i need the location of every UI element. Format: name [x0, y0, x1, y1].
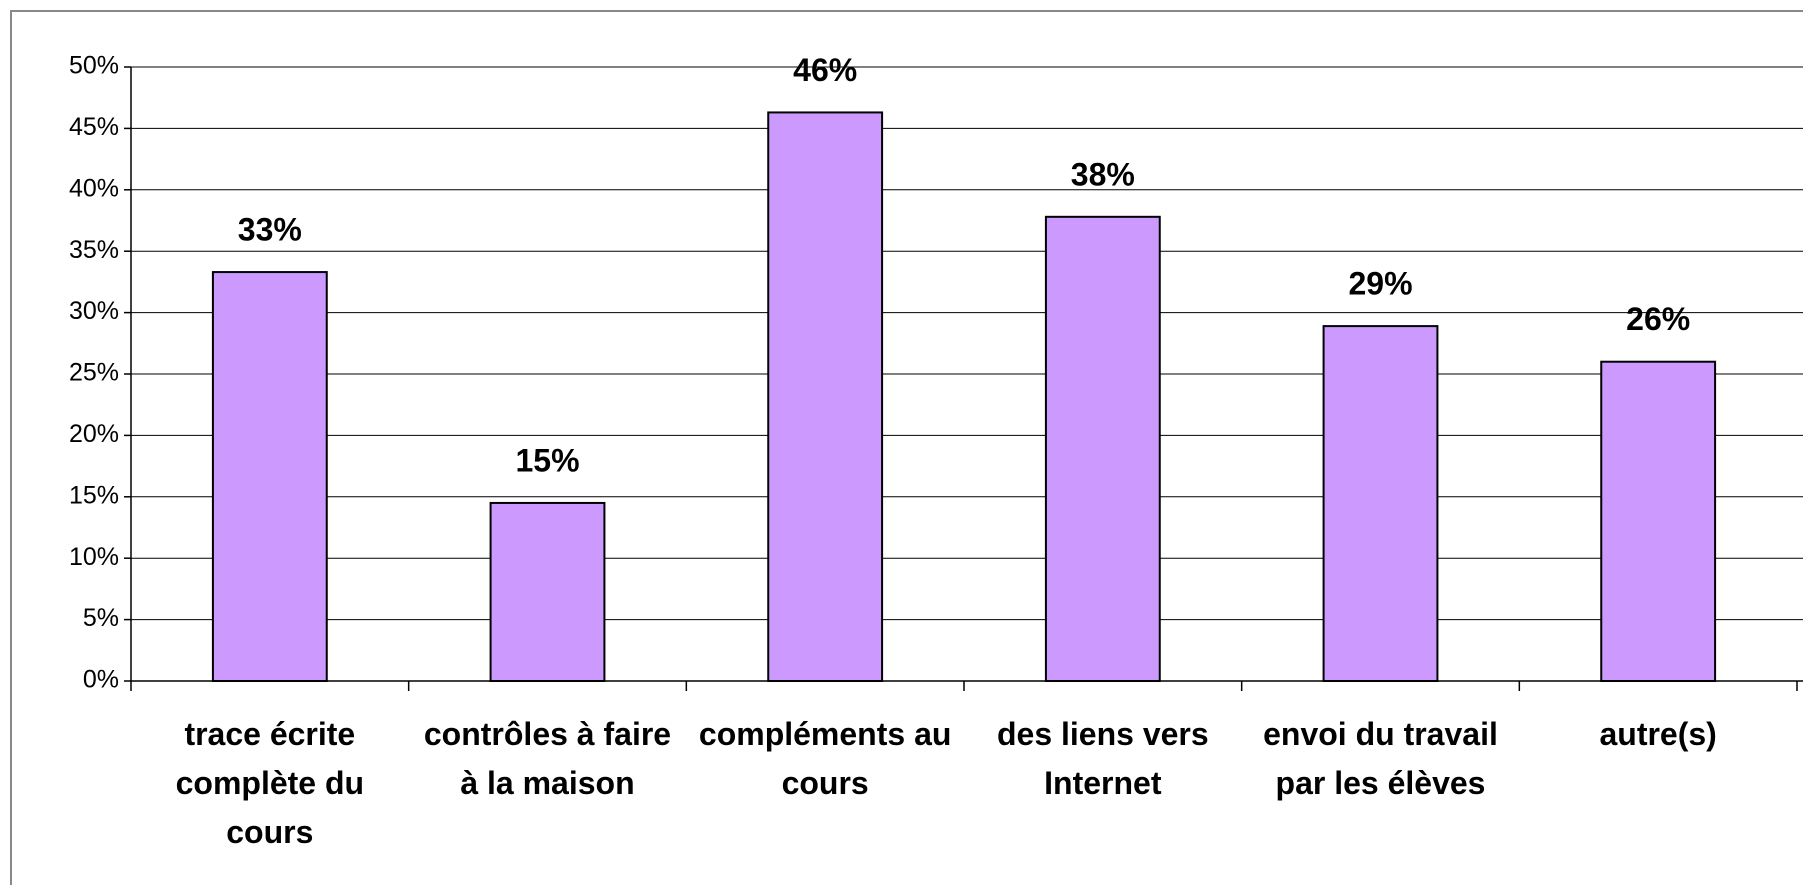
- bar: [211, 271, 328, 682]
- data-label: 26%: [1626, 301, 1690, 337]
- data-label: 15%: [515, 442, 579, 478]
- x-tick-label: compléments au cours: [698, 716, 952, 801]
- data-label: 38%: [1071, 156, 1135, 192]
- bar: [1044, 215, 1161, 682]
- data-label: 29%: [1348, 266, 1412, 302]
- y-tick-label: 10%: [69, 543, 119, 571]
- data-label: 33%: [238, 212, 302, 248]
- y-tick-label: 50%: [69, 52, 119, 80]
- x-tick-label: autre(s): [1599, 716, 1717, 752]
- y-tick-label: 5%: [83, 604, 119, 632]
- x-tick-label: contrôles à faire à la maison: [423, 716, 672, 801]
- x-tick-label: envoi du travail par les élèves: [1263, 716, 1498, 801]
- y-tick-label: 30%: [69, 297, 119, 325]
- y-tick-label: 35%: [69, 236, 119, 264]
- bar: [1322, 325, 1439, 682]
- y-tick-label: 15%: [69, 481, 119, 509]
- x-tick-label: des liens vers Internet: [996, 716, 1209, 801]
- data-label: 46%: [793, 52, 857, 88]
- y-tick-label: 20%: [69, 420, 119, 448]
- x-tick-label: trace écrite complète du cours: [175, 716, 365, 850]
- y-tick-label: 40%: [69, 174, 119, 202]
- y-tick-label: 0%: [83, 666, 119, 694]
- bar: [489, 501, 606, 682]
- y-tick-label: 45%: [69, 113, 119, 141]
- bar: [767, 111, 884, 683]
- y-tick-label: 25%: [69, 359, 119, 387]
- chart-border: [10, 10, 1803, 885]
- bar: [1600, 360, 1717, 682]
